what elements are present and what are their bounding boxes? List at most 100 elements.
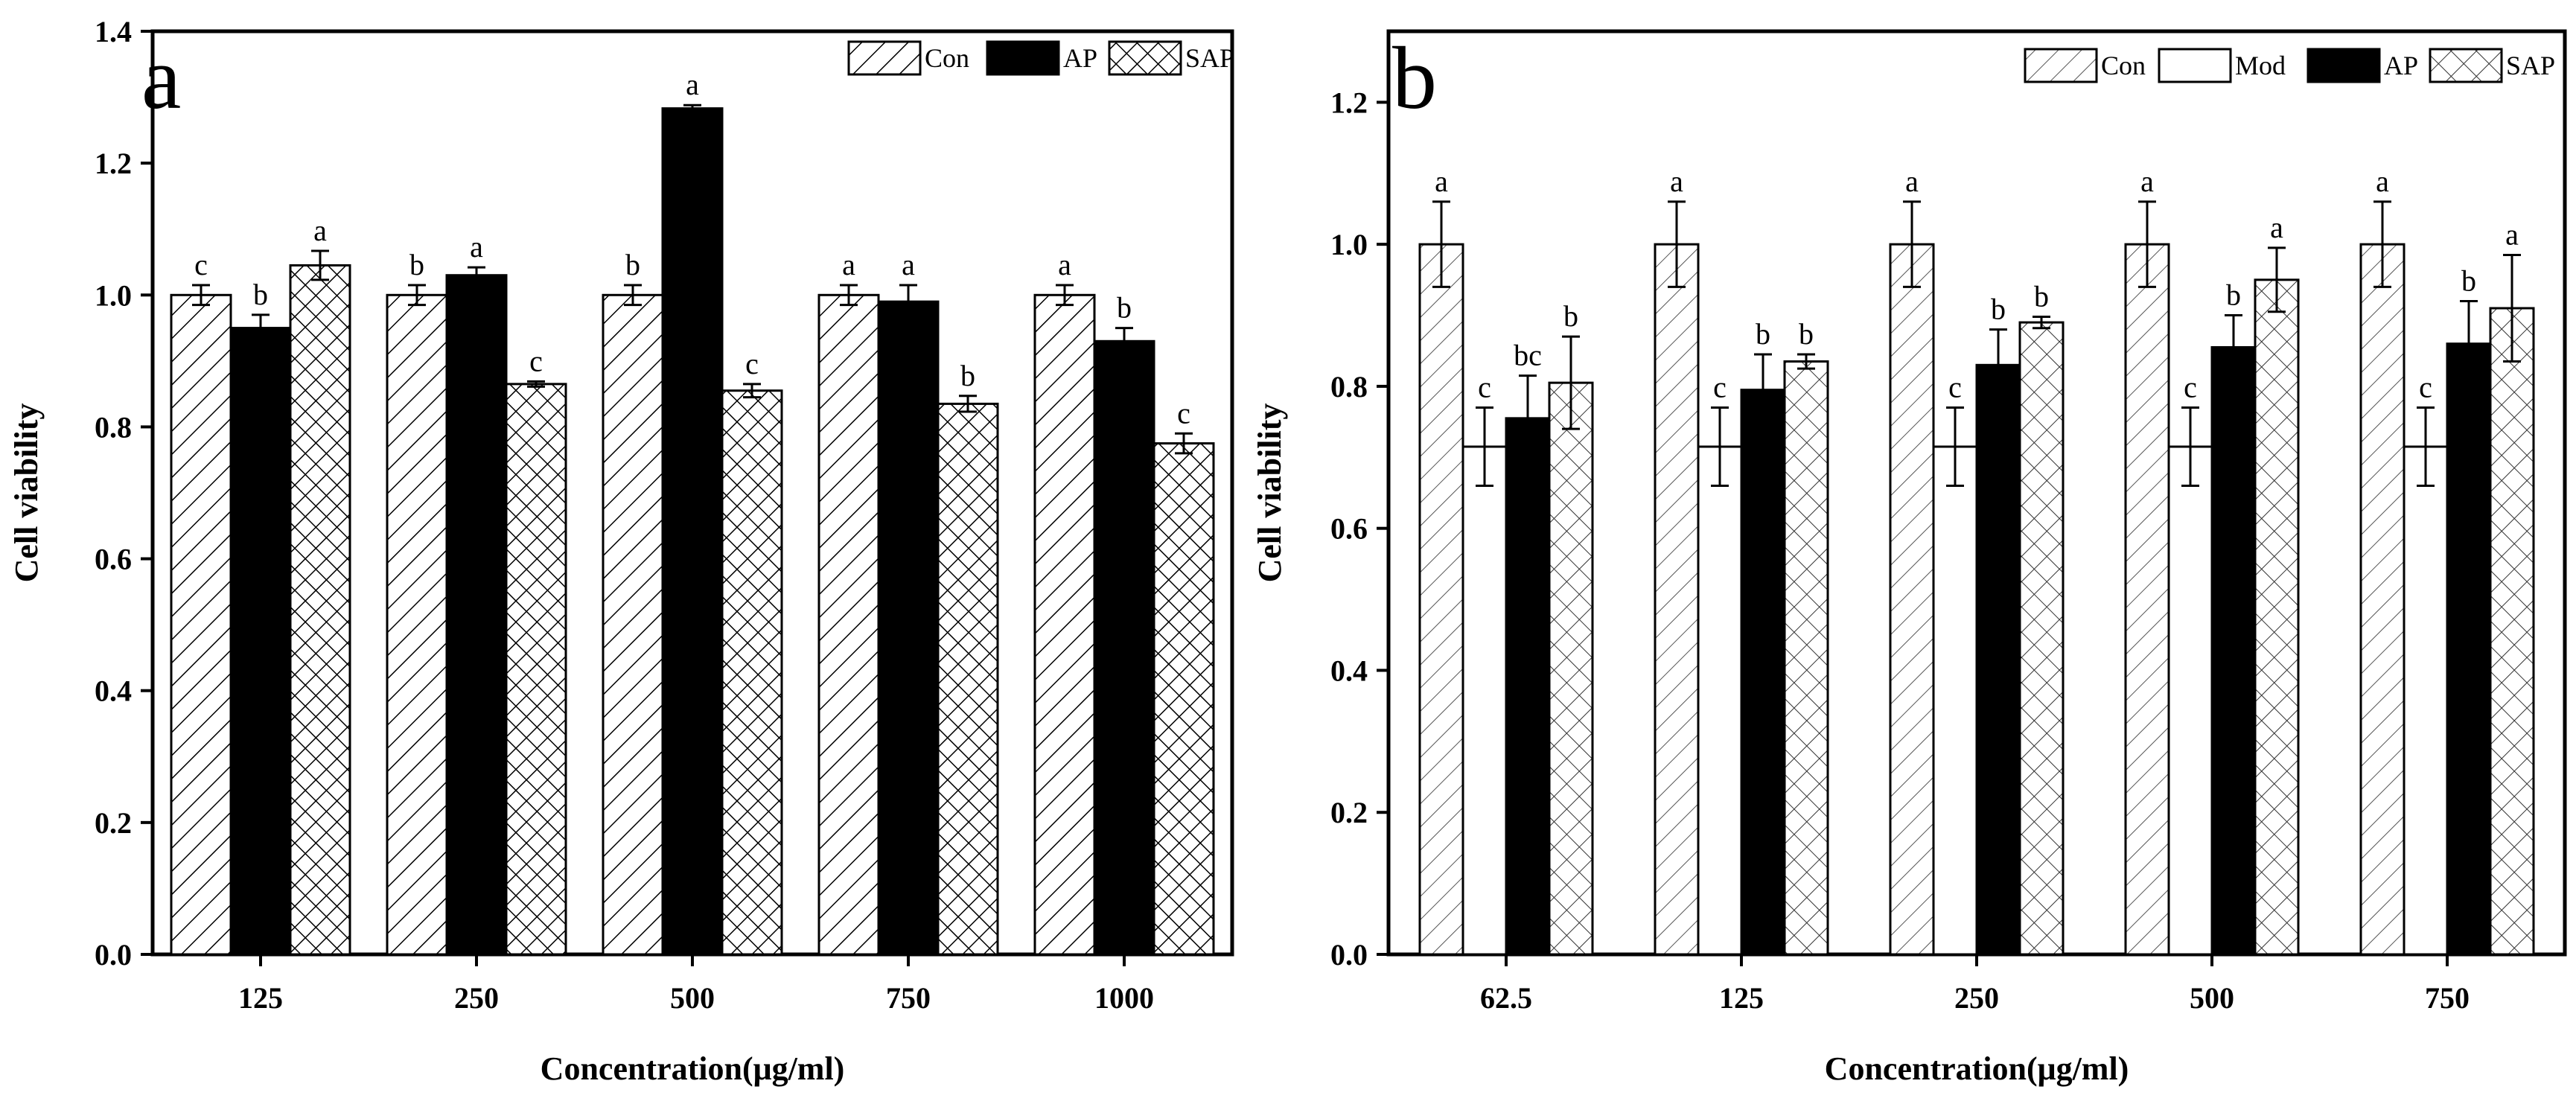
significance-letter: b — [1117, 291, 1132, 325]
legend-label-con: Con — [2101, 51, 2146, 80]
bar-sap — [721, 389, 783, 956]
significance-letter: b — [2461, 264, 2476, 297]
x-tick-label: 125 — [1719, 981, 1764, 1015]
x-tick-label: 500 — [2190, 981, 2234, 1015]
significance-letter: b — [2226, 278, 2241, 312]
y-tick-label: 0.4 — [1330, 654, 1368, 687]
panel-a-chart: 0.0 0.2 0.4 0.6 0.8 1.0 1.2 1.4 125 c b a 250 b a c 500 b… — [8, 15, 1234, 1087]
legend: Con AP SAP — [847, 40, 1234, 76]
x-tick-label: 750 — [886, 981, 931, 1015]
significance-letter: a — [1670, 165, 1683, 198]
bar-mod — [2403, 445, 2449, 956]
significance-letter: c — [2184, 371, 2197, 404]
legend-label-con: Con — [925, 43, 969, 73]
significance-letter: c — [1177, 396, 1190, 430]
y-tick-label: 0.2 — [1330, 796, 1368, 829]
significance-letter: a — [2270, 211, 2283, 244]
legend-label-ap: AP — [2384, 51, 2418, 80]
panel-letter: b — [1392, 28, 1437, 127]
significance-letter: b — [2034, 279, 2049, 313]
x-tick-label: 750 — [2425, 981, 2470, 1015]
bar-con — [1033, 293, 1096, 956]
bar-sap — [1783, 360, 1829, 956]
y-tick-label: 0.8 — [1330, 370, 1368, 403]
legend-swatch-con — [2024, 48, 2098, 83]
y-tick-label: 0.6 — [1330, 512, 1368, 546]
significance-letter: b — [1756, 317, 1770, 351]
significance-letter: a — [2505, 217, 2519, 251]
bar-con — [1418, 243, 1464, 956]
significance-letter: a — [842, 248, 855, 281]
significance-letter: a — [2140, 165, 2154, 198]
legend-label-ap: AP — [1063, 43, 1097, 73]
bar-ap — [2446, 342, 2492, 956]
legend-swatch-ap — [2306, 48, 2381, 83]
significance-letter: c — [529, 344, 543, 377]
bar-sap — [289, 264, 351, 956]
significance-letter: c — [194, 248, 208, 281]
significance-letter: b — [1563, 299, 1578, 333]
bar-con — [817, 293, 880, 956]
legend-label-mod: Mod — [2235, 51, 2286, 80]
significance-letter: c — [1713, 371, 1727, 404]
significance-letter: c — [1478, 371, 1491, 404]
bar-sap — [2489, 307, 2535, 956]
bar-ap — [877, 300, 940, 956]
significance-letter: b — [625, 248, 640, 281]
bar-mod — [1461, 445, 1508, 956]
bar-mod — [1932, 445, 1978, 956]
y-axis-title: Cell viability — [1252, 403, 1288, 583]
y-tick-label: 0.6 — [95, 543, 132, 576]
significance-letter: b — [1991, 293, 2006, 326]
x-tick-label: 62.5 — [1480, 981, 1532, 1015]
y-tick-label: 1.0 — [1330, 228, 1368, 261]
bar-ap — [661, 107, 724, 956]
legend-swatch-mod — [2158, 48, 2232, 83]
bar-con — [170, 293, 232, 956]
y-tick-label: 0.8 — [95, 410, 132, 444]
significance-letter: a — [313, 214, 327, 247]
bar-mod — [2167, 445, 2213, 956]
x-tick-label: 500 — [670, 981, 715, 1015]
significance-letter: c — [745, 347, 759, 380]
panel-letter: a — [141, 28, 181, 127]
y-tick-label: 1.2 — [1330, 86, 1368, 119]
y-tick-label: 1.4 — [95, 15, 132, 48]
legend: Con Mod AP SAP — [2024, 48, 2555, 83]
significance-letter: a — [902, 248, 915, 281]
significance-letter: c — [1948, 371, 1962, 404]
bar-ap — [1093, 339, 1155, 956]
y-tick-label: 1.0 — [95, 278, 132, 312]
y-tick-label: 0.0 — [95, 938, 132, 972]
x-axis-title: Concentration(μg/ml) — [1825, 1050, 2129, 1087]
bar-con — [2124, 243, 2170, 956]
bar-ap — [229, 327, 292, 956]
significance-letter: a — [470, 230, 483, 264]
bar-con — [1889, 243, 1935, 956]
significance-letter: a — [1058, 248, 1071, 281]
bar-sap — [505, 383, 567, 956]
bar-con — [386, 293, 448, 956]
bar-con — [1654, 243, 1700, 956]
legend-swatch-sap — [2429, 48, 2503, 83]
y-tick-label: 1.2 — [95, 147, 132, 180]
significance-letter: b — [1799, 317, 1814, 351]
y-tick-label: 0.2 — [95, 806, 132, 840]
x-tick-label: 125 — [238, 981, 283, 1015]
x-tick-label: 250 — [454, 981, 499, 1015]
bar-con — [602, 293, 664, 956]
significance-letter: bc — [1514, 339, 1542, 372]
x-tick-label: 1000 — [1094, 981, 1154, 1015]
bar-sap — [2018, 321, 2065, 956]
bar-ap — [1505, 417, 1551, 956]
significance-letter: a — [2376, 165, 2389, 198]
legend-label-sap: SAP — [2506, 51, 2555, 80]
y-tick-label: 0.0 — [1330, 938, 1368, 972]
bar-mod — [1697, 445, 1743, 956]
bar-ap — [445, 274, 508, 956]
y-tick-label: 0.4 — [95, 674, 132, 708]
bar-sap — [1548, 381, 1594, 956]
legend-label-sap: SAP — [1185, 43, 1234, 73]
